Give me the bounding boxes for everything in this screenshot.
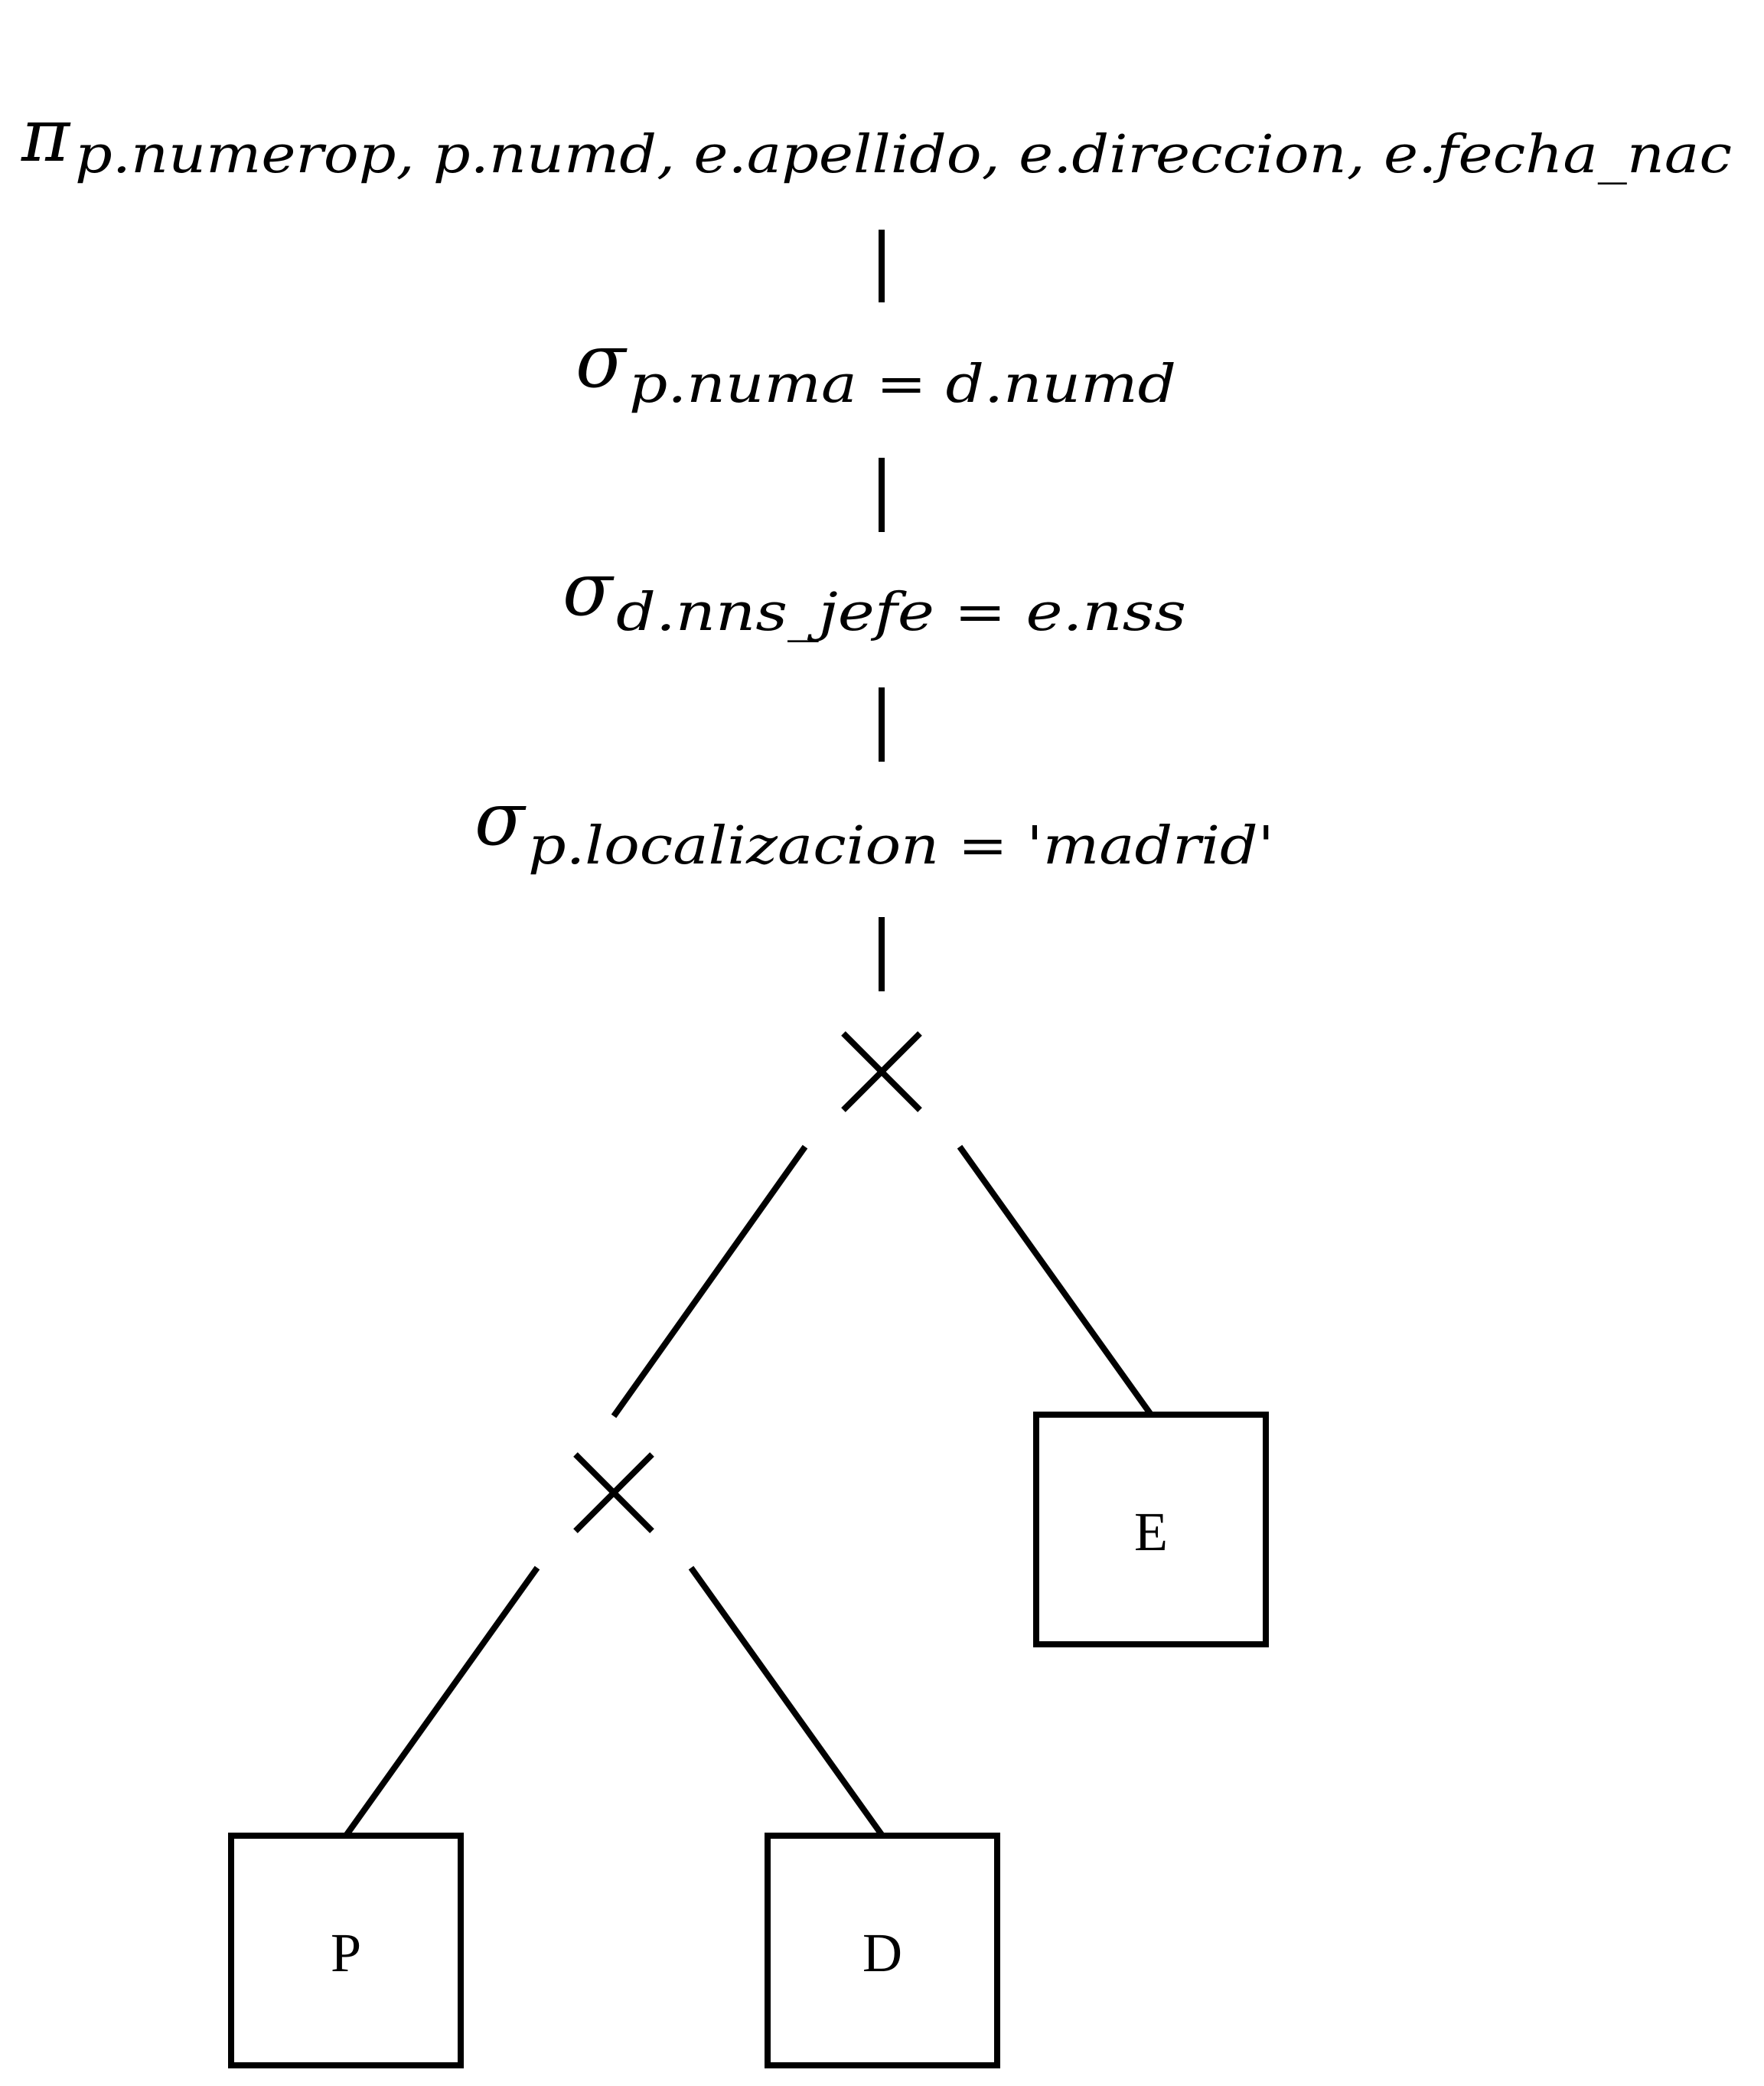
selection-2-sigma-symbol: σ <box>562 547 615 632</box>
selection-2-condition: d.nns_jefe = e.nss <box>616 583 1186 643</box>
edge-cross-bottom-to-relation-d <box>688 1565 885 1838</box>
relation-d-label: D <box>862 1922 902 1983</box>
relation-p-label: P <box>331 1922 361 1983</box>
selection-node-2: σ d.nns_jefe = e.nss <box>562 547 1186 643</box>
relation-p-node: P <box>228 1833 464 2068</box>
relation-e-node: E <box>1033 1412 1269 1647</box>
selection-3-sigma-symbol: σ <box>474 776 527 862</box>
cross-product-bottom-stroke-2 <box>573 1452 654 1533</box>
edge-cross-top-to-relation-e <box>957 1144 1154 1417</box>
relation-e-label: E <box>1134 1501 1168 1562</box>
cross-product-top-stroke-2 <box>841 1031 922 1112</box>
relation-d-node: D <box>765 1833 1000 2068</box>
cross-product-node-top: × <box>841 1031 922 1112</box>
selection-node-3: σ p.localizacion = 'madrid' <box>474 776 1274 877</box>
projection-node: π p.numerop, p.numd, e.apellido, e.direc… <box>21 93 1732 185</box>
edge-cross-top-to-cross-bottom <box>611 1144 808 1418</box>
selection-3-condition: p.localizacion = 'madrid' <box>528 816 1274 877</box>
cross-product-node-bottom: × <box>573 1452 654 1533</box>
projection-attribute-list: p.numerop, p.numd, e.apellido, e.direcci… <box>75 125 1732 185</box>
selection-1-condition: p.numa = d.numd <box>629 354 1176 415</box>
relation-e-box <box>1033 1412 1269 1647</box>
relation-p-box <box>228 1833 464 2068</box>
edge-cross-bottom-to-relation-p <box>343 1565 540 1838</box>
selection-node-1: σ p.numa = d.numd <box>576 318 1176 415</box>
relation-d-box <box>765 1833 1000 2068</box>
selection-1-sigma-symbol: σ <box>576 318 628 404</box>
projection-pi-symbol: π <box>21 93 71 178</box>
